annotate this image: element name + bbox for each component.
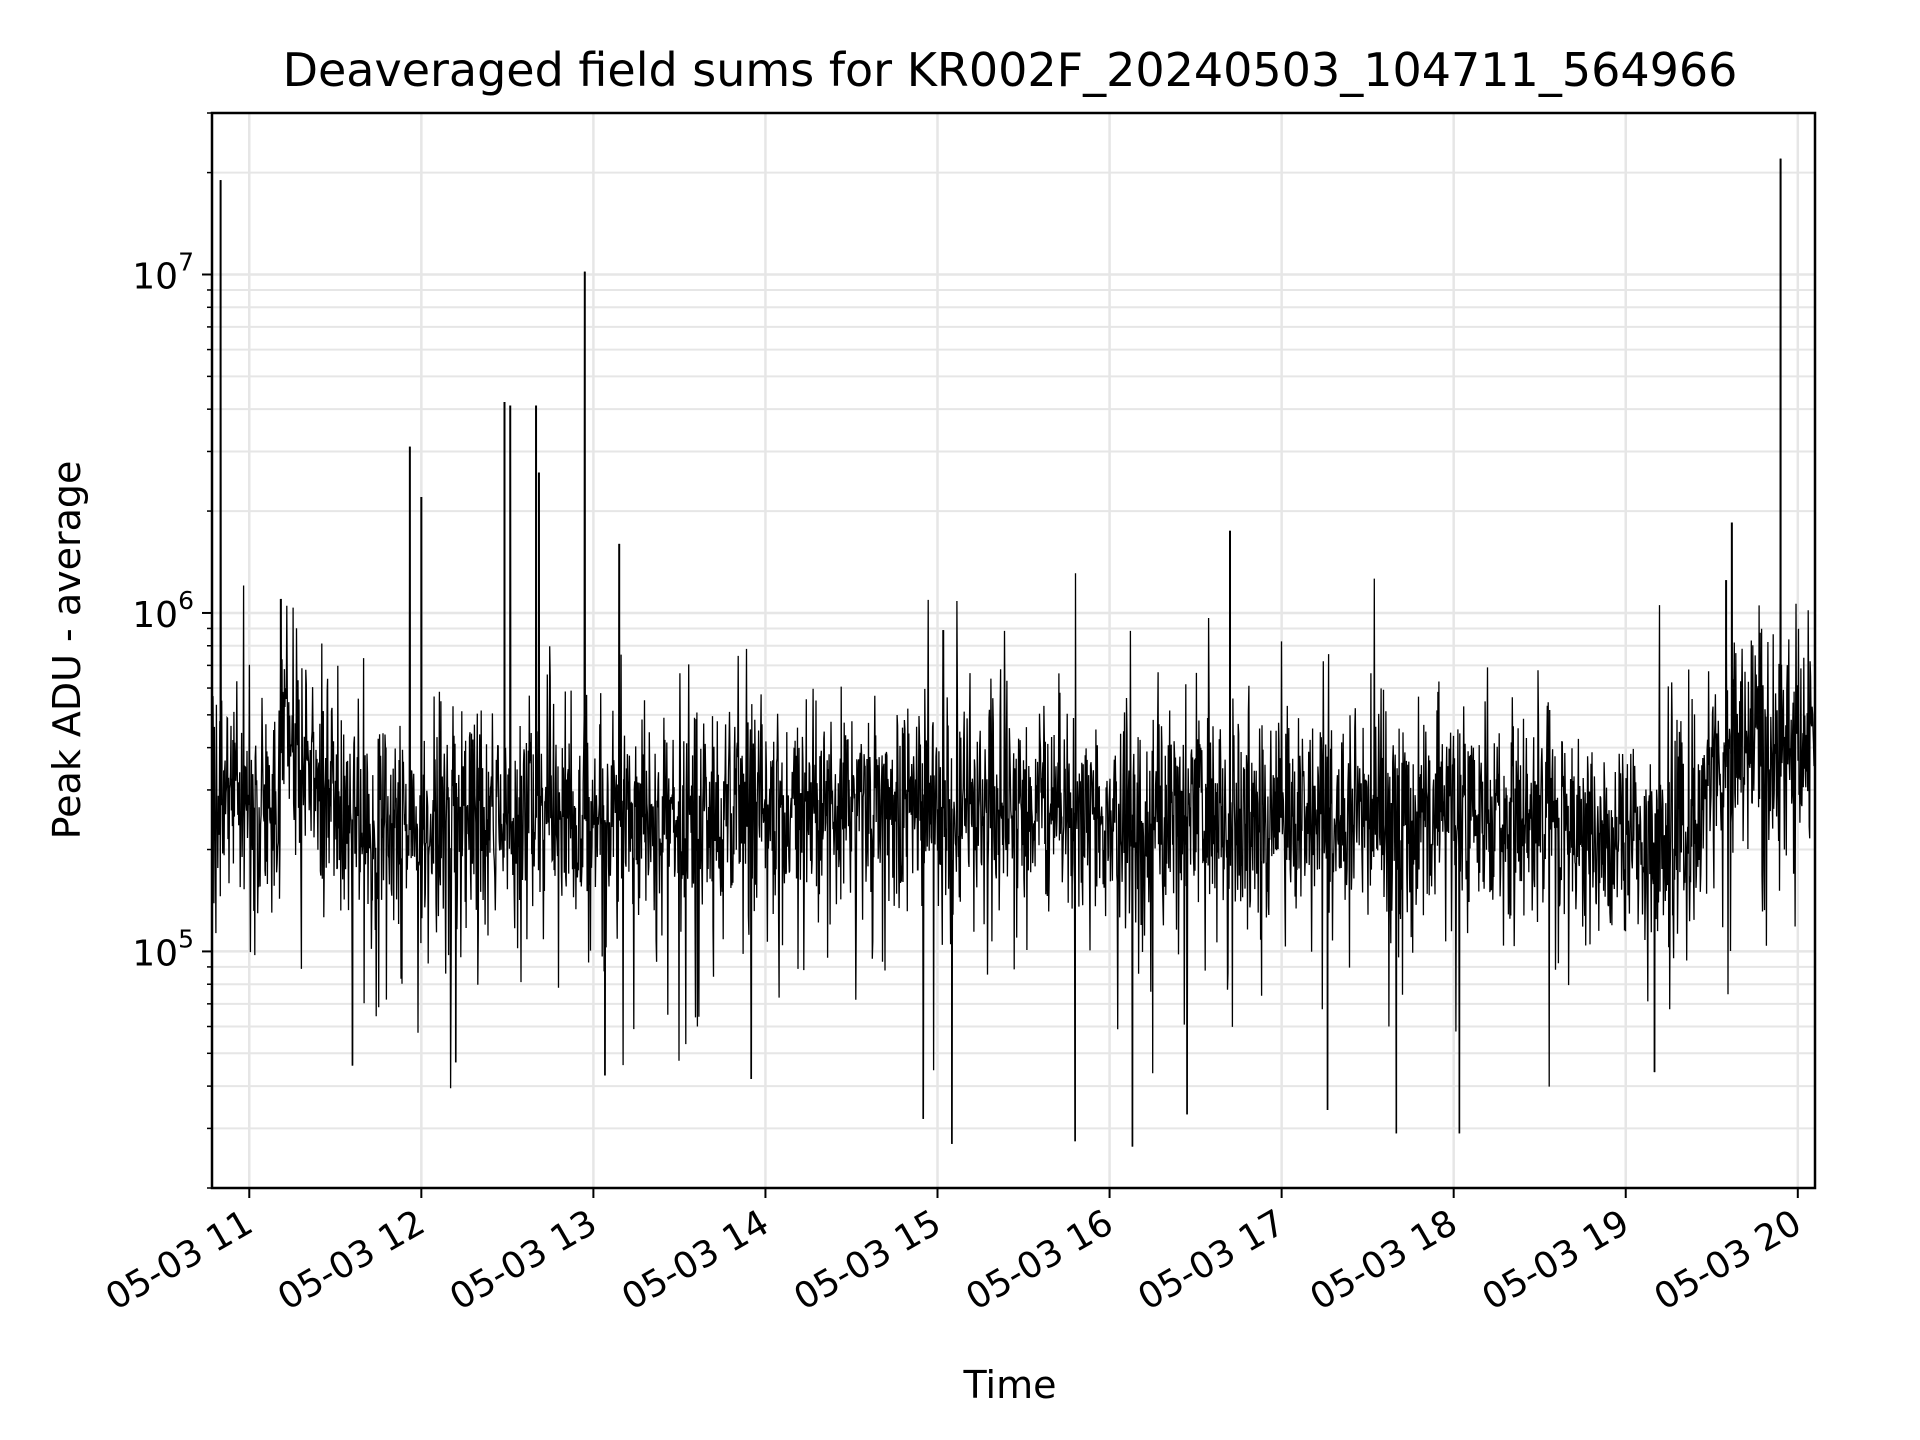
chart-title: Deaveraged field sums for KR002F_2024050… <box>283 43 1738 97</box>
y-axis-label: Peak ADU - average <box>45 461 89 840</box>
y-tick-label: 107 <box>132 247 194 297</box>
y-tick-label: 105 <box>132 924 194 974</box>
x-axis-label: Time <box>963 1363 1057 1407</box>
series-line <box>211 158 1816 1147</box>
y-tick-label: 106 <box>132 586 194 636</box>
plot-frame <box>210 111 1817 1190</box>
series-group <box>211 158 1816 1147</box>
